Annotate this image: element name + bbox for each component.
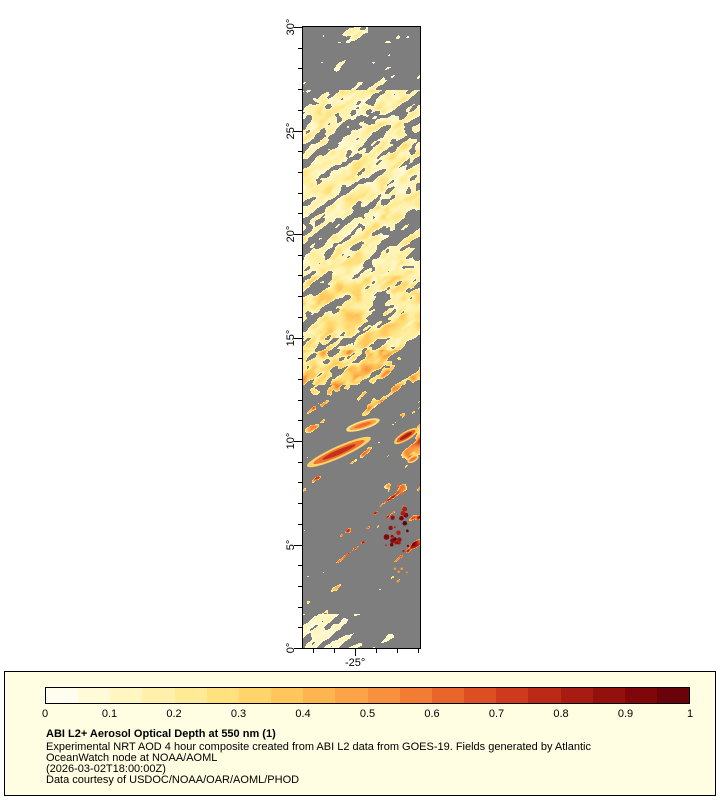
latitude-tick: [298, 213, 302, 214]
latitude-tick-label: 20°: [285, 225, 297, 243]
colorbar-tick-label: 0.2: [166, 708, 182, 720]
colorbar-tick-label: 1: [686, 708, 694, 720]
latitude-tick: [298, 607, 302, 608]
colorbar-segment: [142, 688, 175, 703]
latitude-tick-label: 0°: [285, 642, 297, 654]
latitude-tick: [294, 648, 302, 649]
colorbar-segment: [592, 688, 625, 703]
colorbar-tick-label: 0.8: [553, 708, 569, 720]
longitude-tick-label: -25°: [345, 657, 366, 669]
latitude-tick: [298, 420, 302, 421]
latitude-tick: [298, 524, 302, 525]
latitude-tick: [298, 48, 302, 49]
legend-credit: Data courtesy of USDOC/NOAA/OAR/AOML/PHO…: [46, 774, 300, 786]
latitude-tick: [298, 627, 302, 628]
latitude-tick: [298, 379, 302, 380]
latitude-tick: [298, 68, 302, 69]
latitude-tick: [294, 131, 302, 132]
colorbar-segment: [560, 688, 593, 703]
longitude-tick: [418, 649, 419, 653]
latitude-tick: [298, 462, 302, 463]
latitude-tick: [294, 234, 302, 235]
latitude-tick: [298, 110, 302, 111]
latitude-tick: [298, 565, 302, 566]
latitude-tick: [294, 545, 302, 546]
legend-timestamp: (2026-03-02T18:00:00Z): [46, 763, 166, 775]
latitude-tick: [294, 441, 302, 442]
latitude-tick: [298, 275, 302, 276]
latitude-tick-label: 10°: [285, 432, 297, 450]
latitude-tick: [298, 400, 302, 401]
colorbar-segment: [174, 688, 207, 703]
map-panel: [302, 26, 421, 649]
colorbar-segment: [496, 688, 529, 703]
colorbar-segment: [656, 688, 689, 703]
colorbar-tick-label: 0.6: [424, 708, 440, 720]
latitude-tick-label: 5°: [285, 539, 297, 550]
latitude-tick: [298, 317, 302, 318]
colorbar-segment: [46, 688, 79, 703]
colorbar-tick-label: 0.1: [101, 708, 118, 720]
legend-title: ABI L2+ Aerosol Optical Depth at 550 nm …: [46, 728, 276, 740]
colorbar-segment: [303, 688, 336, 703]
latitude-tick: [298, 503, 302, 504]
aod-raster-map: [303, 27, 420, 648]
latitude-tick: [298, 89, 302, 90]
latitude-tick-label: 15°: [285, 329, 297, 346]
latitude-tick: [298, 172, 302, 173]
colorbar-segment: [399, 688, 432, 703]
latitude-tick: [298, 296, 302, 297]
latitude-tick: [298, 482, 302, 483]
longitude-tick: [355, 649, 356, 656]
longitude-tick: [313, 649, 314, 653]
legend-description-line1: Experimental NRT AOD 4 hour composite cr…: [46, 741, 591, 753]
colorbar-segment: [367, 688, 400, 703]
legend-description-line2: OceanWatch node at NOAA/AOML: [46, 752, 218, 764]
colorbar-segment: [335, 688, 368, 703]
colorbar-segment: [110, 688, 143, 703]
colorbar-segment: [431, 688, 465, 703]
colorbar-tick-label: 0.7: [488, 708, 505, 720]
latitude-tick: [294, 338, 302, 339]
colorbar-tick-label: 0.5: [359, 708, 376, 720]
colorbar-segment: [271, 688, 304, 703]
latitude-tick: [298, 193, 302, 194]
legend-panel: 0 0.1 0.2 0.3 0.4 0.5 0.6 0.7 0.8 0.9 1 ABI L2+ Ae…: [4, 671, 716, 796]
colorbar: [45, 687, 690, 704]
colorbar-tick-label: 0.4: [295, 708, 311, 720]
colorbar-segment: [238, 688, 272, 703]
latitude-tick-label: 30°: [285, 18, 297, 36]
latitude-tick: [298, 255, 302, 256]
longitude-tick: [334, 649, 335, 653]
latitude-tick: [298, 586, 302, 587]
longitude-tick: [397, 649, 398, 653]
colorbar-segment: [624, 688, 657, 703]
colorbar-segment: [206, 688, 239, 703]
latitude-tick: [298, 151, 302, 152]
colorbar-tick-label: 0.9: [617, 708, 634, 720]
colorbar-segment: [464, 688, 497, 703]
latitude-tick: [294, 27, 302, 28]
colorbar-segment: [528, 688, 561, 703]
colorbar-tick-label: 0: [41, 708, 49, 720]
latitude-tick-label: 25°: [285, 122, 297, 139]
colorbar-tick-label: 0.3: [230, 708, 247, 720]
colorbar-tick-labels: 0 0.1 0.2 0.3 0.4 0.5 0.6 0.7 0.8 0.9 1: [5, 708, 715, 721]
latitude-tick: [298, 358, 302, 359]
longitude-tick: [376, 649, 377, 653]
colorbar-segment: [78, 688, 111, 703]
